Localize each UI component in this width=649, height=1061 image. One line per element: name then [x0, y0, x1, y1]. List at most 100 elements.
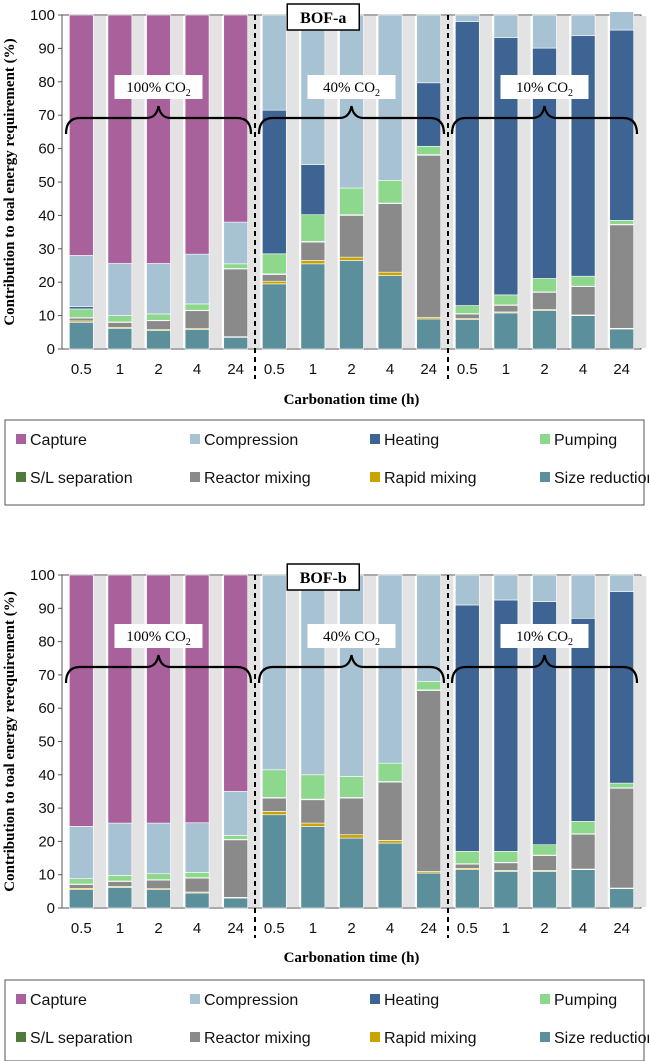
chart1-group-brace — [450, 105, 639, 135]
chart1-bar-compression-15 — [609, 11, 634, 31]
chart2-bar-gap — [286, 576, 299, 907]
chart1-bar-pumping-1 — [69, 308, 94, 318]
chart2-xtick-label: 4 — [386, 920, 394, 937]
chart1-xlabel: Carbonation time (h) — [284, 392, 420, 408]
chart1-bar-pumping-14 — [570, 275, 596, 287]
chart2-bar-rapid-mixing-6 — [262, 811, 287, 816]
chart2-bar-reactor-mixing-5 — [223, 839, 248, 898]
chart2-ytick-label: 100 — [30, 567, 55, 584]
chart1-xtick-label: 4 — [579, 361, 587, 378]
chart2-bar-reactor-mixing-7 — [300, 799, 326, 824]
chart1-bar-rapid-mixing-6 — [262, 280, 287, 285]
chart1-ytick-label: 10 — [38, 308, 55, 325]
chart1-legend-swatch — [370, 434, 380, 444]
chart1-xtick-label: 1 — [116, 361, 124, 378]
chart2-bar-compression-8 — [339, 574, 364, 777]
chart1-bar-pumping-15 — [609, 220, 634, 225]
chart2-xtick-label: 1 — [502, 920, 510, 937]
chart2-bar-compression-1 — [69, 826, 94, 879]
chart2-legend-swatch — [540, 994, 550, 1004]
chart1-ytick-label: 90 — [38, 40, 55, 57]
chart2-xtick-label: 0.5 — [71, 920, 92, 937]
chart1-xtick-label: 0.5 — [264, 361, 285, 378]
chart2-bar-size-reduction-10 — [416, 872, 441, 909]
chart2-ytick-label: 70 — [38, 667, 55, 684]
chart2-legend-swatch — [190, 1032, 200, 1042]
chart2-bar-size-reduction-2 — [107, 887, 133, 909]
chart2-bar-reactor-mixing-1 — [69, 884, 94, 889]
chart2-bar-reactor-mixing-14 — [570, 833, 596, 870]
chart1-bar-reactor-mixing-12 — [493, 304, 519, 313]
chart2-bar-gap — [170, 576, 184, 907]
chart2-bar-gap — [556, 576, 570, 907]
chart2-bar-compression-12 — [493, 574, 519, 601]
chart2-bar-capture-1 — [69, 574, 94, 827]
chart2-bar-capture-4 — [184, 574, 210, 824]
chart1-bar-gap — [479, 16, 492, 348]
chart2-title: BOF-b — [300, 570, 347, 587]
chart1-legend-label: Capture — [30, 432, 87, 449]
chart2-legend-label: Rapid mixing — [384, 1030, 476, 1047]
chart2-bar-size-reduction-4 — [184, 892, 210, 909]
chart1-bar-heating-15 — [609, 29, 634, 221]
chart1-bar-pumping-8 — [339, 187, 364, 216]
chart1-bar-reactor-mixing-8 — [339, 215, 364, 258]
chart1-xtick-label: 2 — [540, 361, 548, 378]
chart1-legend-swatch — [190, 434, 200, 444]
chart2-ytick-label: 50 — [38, 734, 55, 751]
chart1-bar-gap — [633, 16, 647, 348]
chart2-bar-size-reduction-9 — [377, 842, 403, 909]
chart1-bar-pumping-5 — [223, 263, 248, 269]
chart1-bar-reactor-mixing-15 — [609, 224, 634, 329]
chart2-bar-pumping-15 — [609, 782, 634, 789]
chart1-bar-reactor-mixing-6 — [262, 274, 287, 282]
chart1: 0 10 20 30 40 50 60 70 80 90 100 Contribution to to… — [2, 3, 649, 506]
chart1-group-label: 40% CO2 — [323, 80, 380, 99]
chart2-xtick-label: 4 — [193, 920, 201, 937]
chart1-bar-gap — [402, 16, 415, 348]
chart2-bar-compression-7 — [300, 574, 326, 776]
chart1-bar-heating-14 — [570, 35, 596, 277]
chart2-group-label-bg — [307, 624, 396, 648]
chart2-bar-size-reduction-6 — [262, 814, 287, 909]
chart2-bar-pumping-9 — [377, 762, 403, 782]
chart2-bar-pumping-8 — [339, 776, 364, 798]
chart2-bar-size-reduction-13 — [532, 871, 557, 909]
chart2-legend-label: Pumping — [554, 992, 617, 1009]
chart2-bar-size-reduction-15 — [609, 888, 634, 909]
chart2-bar-gap — [324, 576, 338, 907]
chart2-legend-swatch — [370, 1032, 380, 1042]
chart1-bar-heating-10 — [416, 82, 441, 147]
chart1-bar-gap — [131, 16, 145, 348]
chart2-ytick-label: 80 — [38, 634, 55, 651]
chart2-bar-compression-15 — [609, 574, 634, 592]
chart2-xtick-label: 24 — [613, 920, 630, 937]
chart1-xtick-label: 0.5 — [71, 361, 92, 378]
chart1-legend-label: S/L separation — [30, 470, 133, 487]
chart2-bar-size-reduction-1 — [69, 889, 94, 909]
chart2-bar-heating-15 — [609, 591, 634, 784]
chart1-xtick-label: 4 — [193, 361, 201, 378]
chart2-bar-pumping-14 — [570, 821, 596, 835]
chart1-legend-swatch — [540, 434, 550, 444]
chart2-ytick-label: 10 — [38, 867, 55, 884]
chart2-bar-reactor-mixing-6 — [262, 797, 287, 812]
chart2-bar-size-reduction-7 — [300, 826, 326, 909]
chart1-ytick-label: 80 — [38, 74, 55, 91]
chart2-bar-gap — [363, 576, 377, 907]
chart2-bar-pumping-13 — [532, 844, 557, 856]
chart1-bar-size-reduction-2 — [107, 327, 133, 350]
chart2-bar-pumping-12 — [493, 851, 519, 863]
chart1-bar-pumping-4 — [184, 303, 210, 311]
chart2-bar-reactor-mixing-12 — [493, 862, 519, 871]
chart1-legend-label: Heating — [384, 432, 439, 449]
chart1-group-label: 100% CO2 — [126, 80, 191, 99]
chart2-bar-size-reduction-5 — [223, 897, 248, 909]
chart1-bar-reactor-mixing-14 — [570, 286, 596, 316]
chart1-bar-reactor-mixing-7 — [300, 241, 326, 261]
chart1-bar-compression-5 — [223, 221, 248, 265]
chart1-bar-compression-3 — [146, 263, 171, 315]
chart1-ytick-label: 40 — [38, 207, 55, 224]
chart2-xtick-label: 1 — [116, 920, 124, 937]
chart1-xtick-label: 24 — [227, 361, 244, 378]
